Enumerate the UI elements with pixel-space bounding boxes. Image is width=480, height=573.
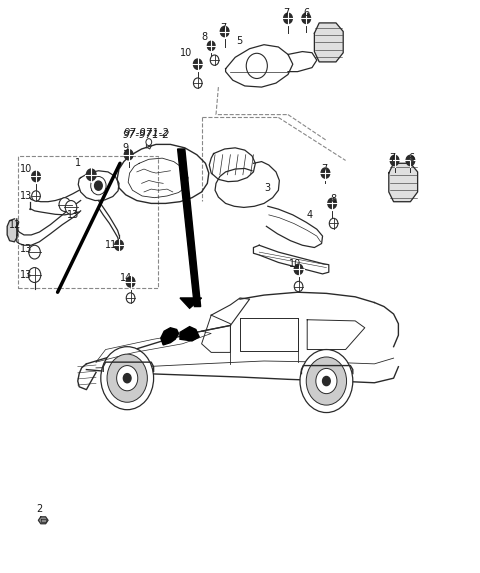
Text: 3: 3 — [265, 183, 271, 193]
Text: 11: 11 — [105, 240, 118, 250]
Circle shape — [328, 198, 336, 209]
Circle shape — [86, 169, 96, 180]
Text: 8: 8 — [331, 194, 336, 205]
Circle shape — [107, 354, 147, 402]
Circle shape — [306, 357, 347, 405]
Circle shape — [91, 176, 106, 195]
Circle shape — [146, 139, 152, 146]
Text: 13: 13 — [20, 191, 33, 201]
Text: 7: 7 — [389, 152, 396, 163]
Polygon shape — [314, 23, 343, 62]
Text: 13: 13 — [20, 270, 33, 280]
Polygon shape — [178, 149, 201, 307]
Text: 9: 9 — [123, 143, 129, 153]
Circle shape — [390, 155, 399, 166]
Circle shape — [123, 374, 131, 383]
Circle shape — [65, 201, 77, 214]
Circle shape — [207, 41, 215, 50]
Text: 97-971-2: 97-971-2 — [123, 129, 170, 140]
Circle shape — [29, 245, 40, 259]
Text: 97-971-2: 97-971-2 — [124, 128, 169, 138]
Circle shape — [284, 13, 292, 23]
Circle shape — [294, 281, 303, 292]
Text: 7: 7 — [220, 22, 227, 33]
Circle shape — [124, 150, 133, 160]
Text: 7: 7 — [283, 7, 290, 18]
Text: 10: 10 — [180, 48, 192, 58]
Circle shape — [302, 13, 311, 23]
Circle shape — [406, 155, 415, 166]
Circle shape — [95, 181, 102, 190]
Text: 10: 10 — [20, 164, 33, 174]
Circle shape — [321, 168, 330, 178]
Text: 6: 6 — [409, 152, 415, 163]
Circle shape — [294, 264, 303, 274]
Text: 2: 2 — [36, 504, 43, 514]
Circle shape — [193, 59, 202, 69]
Circle shape — [59, 198, 71, 211]
Text: 6: 6 — [303, 7, 309, 18]
Circle shape — [193, 78, 202, 88]
Polygon shape — [180, 327, 199, 341]
Text: 7: 7 — [321, 164, 327, 174]
Polygon shape — [38, 517, 48, 524]
Polygon shape — [7, 219, 17, 242]
Circle shape — [323, 376, 330, 386]
Circle shape — [246, 53, 267, 79]
Circle shape — [126, 277, 135, 287]
Circle shape — [28, 268, 41, 282]
Circle shape — [300, 350, 353, 413]
Text: 13: 13 — [67, 210, 79, 220]
Circle shape — [101, 347, 154, 410]
Circle shape — [220, 26, 229, 37]
Circle shape — [32, 191, 40, 201]
Circle shape — [126, 293, 135, 303]
Circle shape — [115, 240, 123, 250]
Text: 8: 8 — [201, 32, 207, 42]
Text: 14: 14 — [120, 273, 132, 283]
Polygon shape — [389, 163, 418, 202]
Circle shape — [329, 218, 338, 229]
Text: 12: 12 — [9, 219, 22, 230]
Text: 10: 10 — [289, 258, 301, 269]
Polygon shape — [161, 328, 179, 345]
Circle shape — [32, 171, 40, 182]
Text: 1: 1 — [75, 158, 81, 168]
Text: 13: 13 — [20, 244, 33, 254]
Text: 5: 5 — [236, 36, 242, 46]
Circle shape — [117, 366, 138, 391]
Circle shape — [316, 368, 337, 394]
Text: 4: 4 — [307, 210, 312, 220]
Polygon shape — [180, 298, 202, 308]
Circle shape — [210, 55, 219, 65]
